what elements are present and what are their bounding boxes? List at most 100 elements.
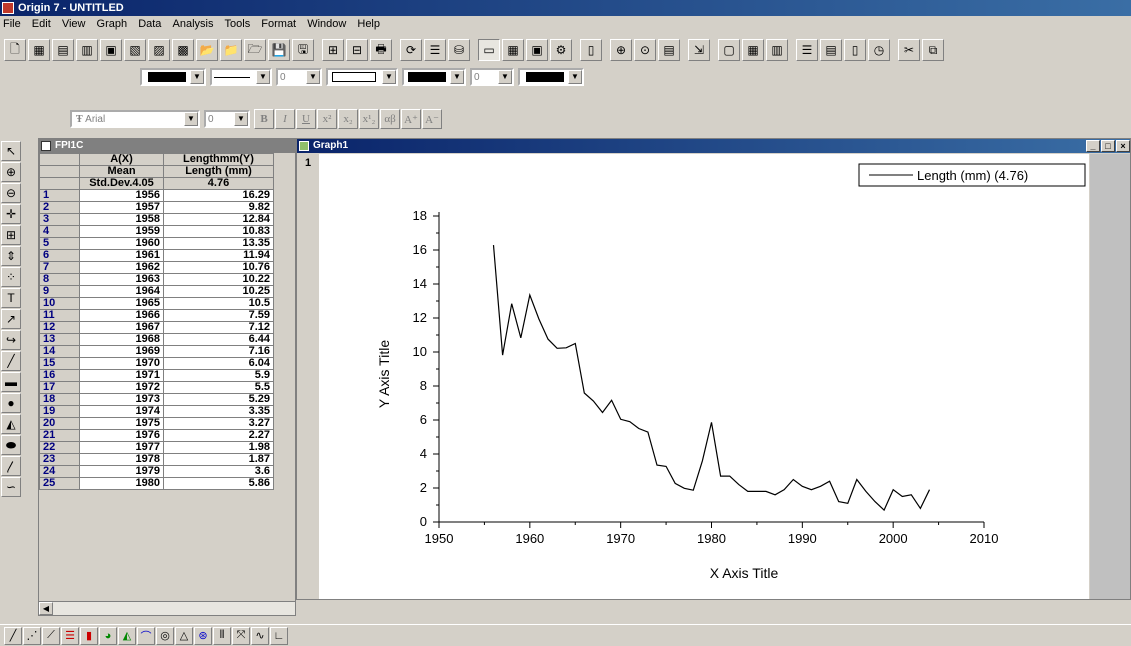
results-log-icon[interactable]: ⛁ bbox=[448, 39, 470, 61]
length-cell[interactable]: 5.86 bbox=[163, 477, 274, 490]
minimize-icon[interactable]: _ bbox=[1086, 140, 1100, 152]
graph-title-bar[interactable]: Graph1 _ □ × bbox=[297, 139, 1130, 153]
new-notes-icon[interactable]: ▩ bbox=[172, 39, 194, 61]
new-layout-icon[interactable]: ▨ bbox=[148, 39, 170, 61]
vector-plot-icon[interactable]: ⤧ bbox=[232, 626, 250, 645]
graph-window[interactable]: Graph1 _ □ × 1 1950 1960 1970 1980 1990 2000 2… bbox=[296, 138, 1131, 600]
row-number-cell[interactable]: 5 bbox=[39, 237, 80, 250]
row-number-cell[interactable]: 6 bbox=[39, 249, 80, 262]
font-size-combo[interactable]: 0 ▼ bbox=[204, 110, 250, 128]
save-template-icon[interactable]: 🖫 bbox=[292, 39, 314, 61]
area-chart-icon[interactable]: ◭ bbox=[118, 626, 136, 645]
length-cell[interactable]: 1.98 bbox=[163, 441, 274, 454]
year-cell[interactable]: 1957 bbox=[79, 201, 164, 214]
region-tool-icon[interactable]: ⬬ bbox=[1, 435, 21, 455]
script-window-icon[interactable]: ▣ bbox=[526, 39, 548, 61]
font-name-combo[interactable]: Ŧ Arial ▼ bbox=[70, 110, 200, 128]
import-ascii-icon[interactable]: ⊞ bbox=[322, 39, 344, 61]
add-new-columns-icon[interactable]: ⊕ bbox=[610, 39, 632, 61]
pie-chart-icon[interactable]: ◕ bbox=[99, 626, 117, 645]
template-library-icon[interactable]: ∟ bbox=[270, 626, 288, 645]
subscript-icon[interactable]: x₂ bbox=[338, 109, 358, 129]
draw-data-icon[interactable]: ⁘ bbox=[1, 267, 21, 287]
length-cell[interactable]: 5.5 bbox=[163, 381, 274, 394]
series-line-length[interactable] bbox=[492, 245, 931, 512]
table-row[interactable]: 2 1957 9.82 bbox=[39, 201, 274, 214]
row-number-cell[interactable]: 10 bbox=[39, 297, 80, 310]
row-number-cell[interactable]: 3 bbox=[39, 213, 80, 226]
year-cell[interactable]: 1963 bbox=[79, 273, 164, 286]
table-row[interactable]: 21 1976 2.27 bbox=[39, 429, 274, 442]
table-row[interactable]: 24 1979 3.6 bbox=[39, 465, 274, 478]
underline-button[interactable]: U bbox=[296, 109, 316, 129]
import-multiple-icon[interactable]: ⊟ bbox=[346, 39, 368, 61]
italic-button[interactable]: I bbox=[275, 109, 295, 129]
year-cell[interactable]: 1969 bbox=[79, 345, 164, 358]
date-time-icon[interactable]: ◷ bbox=[868, 39, 890, 61]
spline-icon[interactable]: ∿ bbox=[251, 626, 269, 645]
save-icon[interactable]: 💾 bbox=[268, 39, 290, 61]
row-number-cell[interactable]: 7 bbox=[39, 261, 80, 274]
command-window-icon[interactable]: ▯ bbox=[580, 39, 602, 61]
year-cell[interactable]: 1964 bbox=[79, 285, 164, 298]
menu-data[interactable]: Data bbox=[138, 18, 162, 30]
open-icon[interactable]: 📂 bbox=[196, 39, 218, 61]
year-cell[interactable]: 1976 bbox=[79, 429, 164, 442]
curved-arrow-icon[interactable]: ↪ bbox=[1, 330, 21, 350]
superscript-icon[interactable]: x² bbox=[317, 109, 337, 129]
close-icon[interactable]: × bbox=[1116, 140, 1130, 152]
menu-format[interactable]: Format bbox=[261, 18, 297, 30]
menu-help[interactable]: Help bbox=[357, 18, 380, 30]
length-cell[interactable]: 1.87 bbox=[163, 453, 274, 466]
table-row[interactable]: 16 1971 5.9 bbox=[39, 369, 274, 382]
new-matrix-icon[interactable]: ▣ bbox=[100, 39, 122, 61]
arrow-tool-icon[interactable]: ↗ bbox=[1, 309, 21, 329]
year-cell[interactable]: 1971 bbox=[79, 369, 164, 382]
zoom-out-tool-icon[interactable]: ⊖ bbox=[1, 183, 21, 203]
new-graph-icon[interactable]: ▥ bbox=[76, 39, 98, 61]
polar-plot-icon[interactable]: ◎ bbox=[156, 626, 174, 645]
zoom-in-icon[interactable]: ⊙ bbox=[634, 39, 656, 61]
row-number-cell[interactable]: 8 bbox=[39, 273, 80, 286]
row-number-cell[interactable]: 11 bbox=[39, 309, 80, 322]
row-number-cell[interactable]: 19 bbox=[39, 405, 80, 418]
length-cell[interactable]: 10.25 bbox=[163, 285, 274, 298]
length-cell[interactable]: 13.35 bbox=[163, 237, 274, 250]
year-cell[interactable]: 1972 bbox=[79, 381, 164, 394]
length-cell[interactable]: 3.6 bbox=[163, 465, 274, 478]
data-selector-icon[interactable]: ⇕ bbox=[1, 246, 21, 266]
line-style-combo[interactable]: ▼ bbox=[210, 68, 272, 86]
menu-tools[interactable]: Tools bbox=[224, 18, 251, 30]
line-tool-icon[interactable]: ╱ bbox=[1, 351, 21, 371]
increase-font-icon[interactable]: A⁺ bbox=[401, 109, 421, 129]
length-cell[interactable]: 3.35 bbox=[163, 405, 274, 418]
length-cell[interactable]: 10.5 bbox=[163, 297, 274, 310]
length-cell[interactable]: 12.84 bbox=[163, 213, 274, 226]
super-subscript-icon[interactable]: x¹₂ bbox=[359, 109, 379, 129]
ternary-plot-icon[interactable]: △ bbox=[175, 626, 193, 645]
row-number-cell[interactable]: 4 bbox=[39, 225, 80, 238]
table-row[interactable]: 9 1964 10.25 bbox=[39, 285, 274, 298]
table-row[interactable]: 14 1969 7.16 bbox=[39, 345, 274, 358]
length-cell[interactable]: 11.94 bbox=[163, 249, 274, 262]
row-number-cell[interactable]: 9 bbox=[39, 285, 80, 298]
row-number-cell[interactable]: 1 bbox=[39, 189, 80, 202]
add-text-icon[interactable]: ☰ bbox=[796, 39, 818, 61]
table-row[interactable]: 3 1958 12.84 bbox=[39, 213, 274, 226]
table-row[interactable]: 8 1963 10.22 bbox=[39, 273, 274, 286]
rectangle-tool-icon[interactable]: ▬ bbox=[1, 372, 21, 392]
circle-tool-icon[interactable]: ● bbox=[1, 393, 21, 413]
high-low-close-icon[interactable]: ⫴ bbox=[213, 626, 231, 645]
column-header-a[interactable]: A(X) bbox=[79, 153, 164, 166]
refresh-icon[interactable]: ⟳ bbox=[400, 39, 422, 61]
length-cell[interactable]: 2.27 bbox=[163, 429, 274, 442]
chart-legend[interactable]: Length (mm) (4.76) bbox=[858, 163, 1086, 187]
font-size-combo-2[interactable]: 0 ▼ bbox=[470, 68, 514, 86]
freehand-tool-icon[interactable]: ∽ bbox=[1, 477, 21, 497]
length-cell[interactable]: 7.12 bbox=[163, 321, 274, 334]
rescale-icon[interactable]: ⇲ bbox=[688, 39, 710, 61]
graph-vertical-scrollbar[interactable] bbox=[1090, 154, 1130, 599]
row-number-cell[interactable]: 25 bbox=[39, 477, 80, 490]
year-cell[interactable]: 1973 bbox=[79, 393, 164, 406]
row-number-cell[interactable]: 20 bbox=[39, 417, 80, 430]
